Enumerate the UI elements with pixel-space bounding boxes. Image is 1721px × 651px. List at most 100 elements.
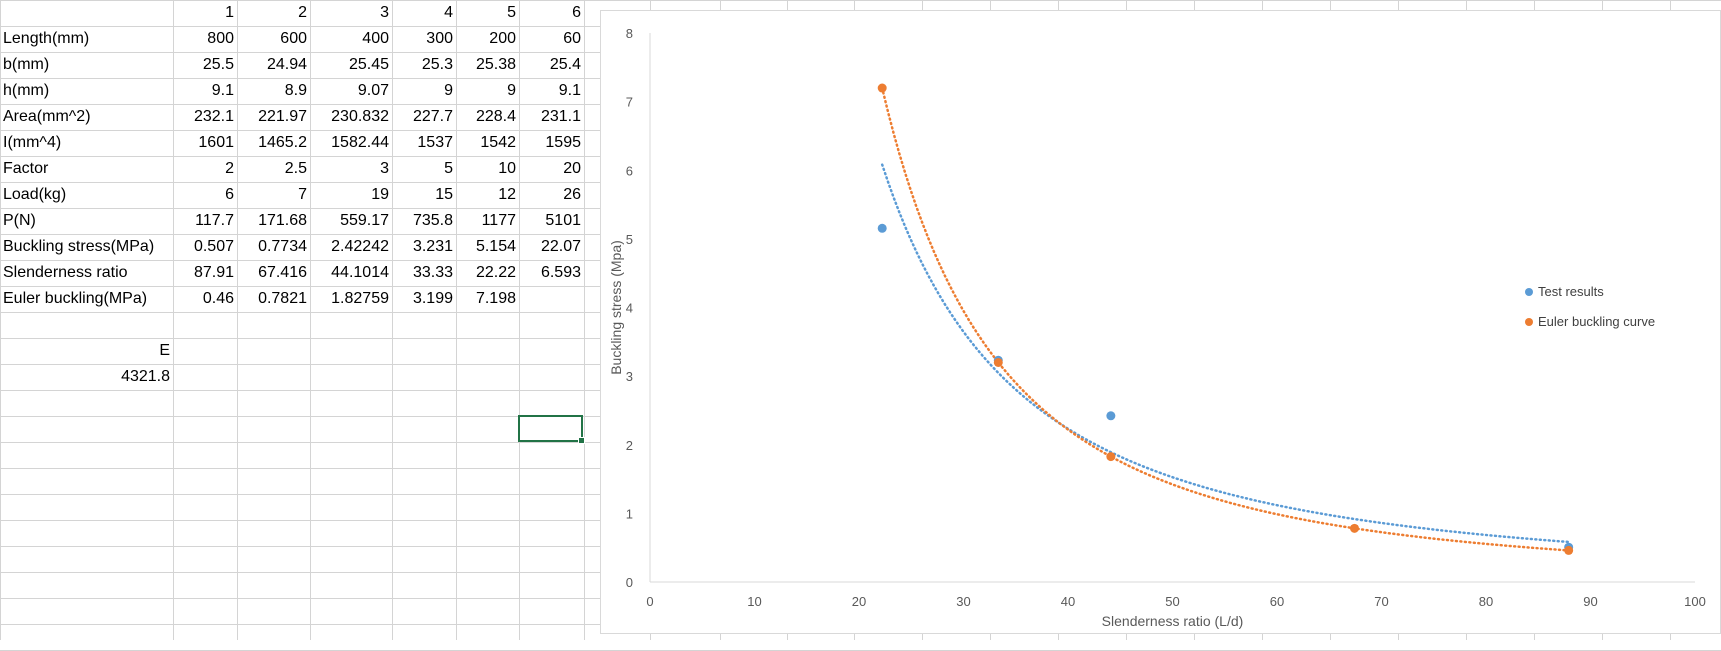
cell-row-label[interactable]: I(mm^4) [3, 134, 62, 151]
cell-value[interactable]: 9.1 [558, 82, 581, 99]
cell-value[interactable]: 735.8 [412, 212, 453, 229]
legend-label-test-results: Test results [1538, 284, 1604, 299]
cell-value[interactable]: 3 [380, 4, 389, 21]
cell-value[interactable]: 25.45 [348, 56, 389, 73]
cell-value[interactable]: 1537 [417, 134, 453, 151]
y-tick-label: 4 [626, 301, 633, 316]
cell-row-label[interactable]: h(mm) [3, 82, 50, 99]
cell-value[interactable]: 300 [426, 30, 453, 47]
cell-value[interactable]: 25.5 [202, 56, 234, 73]
cell-value[interactable]: 44.1014 [331, 264, 389, 281]
cell-value[interactable]: 200 [489, 30, 516, 47]
cell-value[interactable]: 0.46 [202, 290, 234, 307]
chart-area[interactable]: 0 10 20 30 40 50 60 70 80 90 100 0 1 2 3 4 5 6 7 8 Slenderne… [600, 10, 1721, 634]
cell-value[interactable]: 600 [280, 30, 307, 47]
cell-value[interactable]: 6 [225, 186, 234, 203]
cell-value[interactable]: 0.507 [193, 238, 234, 255]
cell-value[interactable]: 559.17 [340, 212, 389, 229]
cell-value[interactable]: 1.82759 [331, 290, 389, 307]
cell-value[interactable]: 22.07 [540, 238, 581, 255]
cell-value[interactable]: 1595 [545, 134, 581, 151]
cell-e-label[interactable]: E [159, 342, 170, 359]
cell-value[interactable]: 25.4 [549, 56, 581, 73]
cell-value[interactable]: 19 [371, 186, 389, 203]
cell-value[interactable] [519, 286, 584, 312]
cell-value[interactable]: 15 [435, 186, 453, 203]
cell-value[interactable]: 227.7 [412, 108, 453, 125]
cell-value[interactable]: 4 [444, 4, 453, 21]
cell-value[interactable]: 1 [225, 4, 234, 21]
cell-row-label[interactable]: Load(kg) [3, 186, 67, 203]
cell-value[interactable]: 6 [572, 4, 581, 21]
cell-value[interactable]: 9 [444, 82, 453, 99]
cell-row-label[interactable]: Slenderness ratio [3, 264, 128, 281]
cell-value[interactable]: 221.97 [258, 108, 307, 125]
cell-value[interactable]: 33.33 [412, 264, 453, 281]
cell-value[interactable]: 1465.2 [258, 134, 307, 151]
cell-value[interactable]: 20 [563, 160, 581, 177]
cell-value[interactable]: 2.5 [284, 160, 307, 177]
cell-value[interactable]: 22.22 [475, 264, 516, 281]
cell-value[interactable]: 5.154 [475, 238, 516, 255]
legend-item-test-results[interactable]: Test results [1525, 280, 1655, 310]
cell-value[interactable]: 10 [498, 160, 516, 177]
cell-value[interactable]: 0.7821 [258, 290, 307, 307]
x-tick-label: 10 [747, 594, 761, 609]
selected-cell[interactable] [518, 415, 585, 444]
cell-row-label[interactable]: Length(mm) [3, 30, 90, 47]
cell-value[interactable]: 1601 [198, 134, 234, 151]
gridline-column [310, 0, 311, 640]
gridline-column [237, 0, 238, 640]
cell-value[interactable]: 3.199 [412, 290, 453, 307]
cell-value[interactable]: 67.416 [258, 264, 307, 281]
cell-row-label[interactable]: Area(mm^2) [3, 108, 91, 125]
cell-e-value[interactable]: 4321.8 [121, 368, 170, 385]
cell-value[interactable]: 6.593 [540, 264, 581, 281]
cell-value[interactable]: 9.07 [357, 82, 389, 99]
cell-value[interactable]: 12 [498, 186, 516, 203]
cell-value[interactable]: 5101 [545, 212, 581, 229]
cell-value[interactable]: 232.1 [193, 108, 234, 125]
cell-row-label[interactable]: Euler buckling(MPa) [3, 290, 148, 307]
cell-value[interactable]: 8.9 [284, 82, 307, 99]
cell-value[interactable]: 2 [225, 160, 234, 177]
cell-value[interactable]: 228.4 [475, 108, 516, 125]
cell-value[interactable]: 7 [298, 186, 307, 203]
cell-value[interactable]: 25.38 [475, 56, 516, 73]
cell-value[interactable]: 231.1 [540, 108, 581, 125]
cell-value[interactable]: 800 [207, 30, 234, 47]
cell-value[interactable]: 1542 [480, 134, 516, 151]
cell-value[interactable]: 2.42242 [331, 238, 389, 255]
legend-item-euler-curve[interactable]: Euler buckling curve [1525, 310, 1655, 340]
data-point-series-1 [1349, 523, 1359, 533]
cell-value[interactable]: 25.3 [421, 56, 453, 73]
cell-value[interactable]: 400 [362, 30, 389, 47]
cell-value[interactable]: 5 [507, 4, 516, 21]
cell-value[interactable]: 0.7734 [258, 238, 307, 255]
cell-value[interactable]: 171.68 [258, 212, 307, 229]
cell-value[interactable]: 1177 [481, 212, 516, 229]
chart-legend[interactable]: Test results Euler buckling curve [1525, 280, 1655, 340]
cell-row-label[interactable]: Buckling stress(MPa) [3, 238, 155, 255]
cell-value[interactable]: 230.832 [331, 108, 389, 125]
cell-value[interactable]: 117.7 [195, 212, 234, 229]
cell-row-label[interactable]: Factor [3, 160, 49, 177]
cell-value[interactable]: 3 [380, 160, 389, 177]
cell-row-label[interactable]: b(mm) [3, 56, 50, 73]
fill-handle[interactable] [578, 437, 585, 444]
cell-value[interactable]: 87.91 [193, 264, 234, 281]
y-tick-label: 0 [626, 575, 633, 590]
cell-value[interactable]: 26 [563, 186, 581, 203]
cell-value[interactable]: 1582.44 [331, 134, 389, 151]
cell-row-label[interactable]: P(N) [3, 212, 36, 229]
cell-value[interactable]: 9.1 [211, 82, 234, 99]
cell-value[interactable]: 9 [507, 82, 516, 99]
cell-value[interactable]: 24.94 [266, 56, 307, 73]
cell-value[interactable]: 7.198 [475, 290, 516, 307]
cell-value[interactable]: 5 [444, 160, 453, 177]
cell-value[interactable]: 60 [563, 30, 581, 47]
gridline-column [173, 0, 174, 640]
cell-value[interactable]: 2 [298, 4, 307, 21]
cell-row-label[interactable] [0, 0, 173, 26]
cell-value[interactable]: 3.231 [412, 238, 453, 255]
